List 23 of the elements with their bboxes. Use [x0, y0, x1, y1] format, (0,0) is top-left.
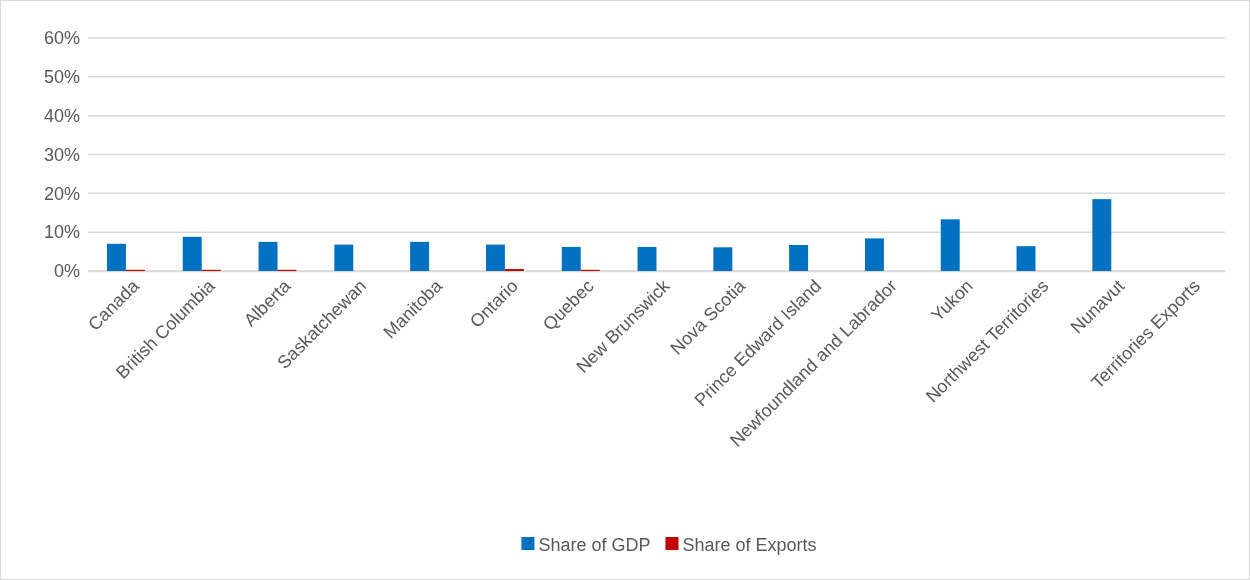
- bar: [561, 246, 581, 271]
- bar: [789, 244, 809, 271]
- y-tick-label: 10%: [43, 222, 80, 243]
- bar: [1092, 199, 1112, 271]
- y-tick-label: 60%: [43, 28, 80, 49]
- y-tick-label: 0%: [53, 261, 80, 282]
- bar: [1016, 246, 1036, 271]
- bar: [940, 219, 960, 271]
- bar: [485, 244, 505, 271]
- bar: [713, 247, 733, 271]
- y-tick-label: 20%: [43, 183, 80, 204]
- bar: [334, 244, 354, 271]
- bar: [637, 246, 657, 271]
- y-tick-label: 50%: [43, 67, 80, 88]
- bar: [258, 241, 278, 271]
- bar: [106, 243, 126, 271]
- bar: [182, 236, 202, 271]
- y-tick-label: 30%: [43, 144, 80, 165]
- bar: [410, 241, 430, 271]
- bar: [864, 238, 884, 271]
- legend-label: Share of GDP: [538, 535, 651, 556]
- legend-label: Share of Exports: [682, 535, 817, 556]
- y-tick-label: 40%: [43, 105, 80, 126]
